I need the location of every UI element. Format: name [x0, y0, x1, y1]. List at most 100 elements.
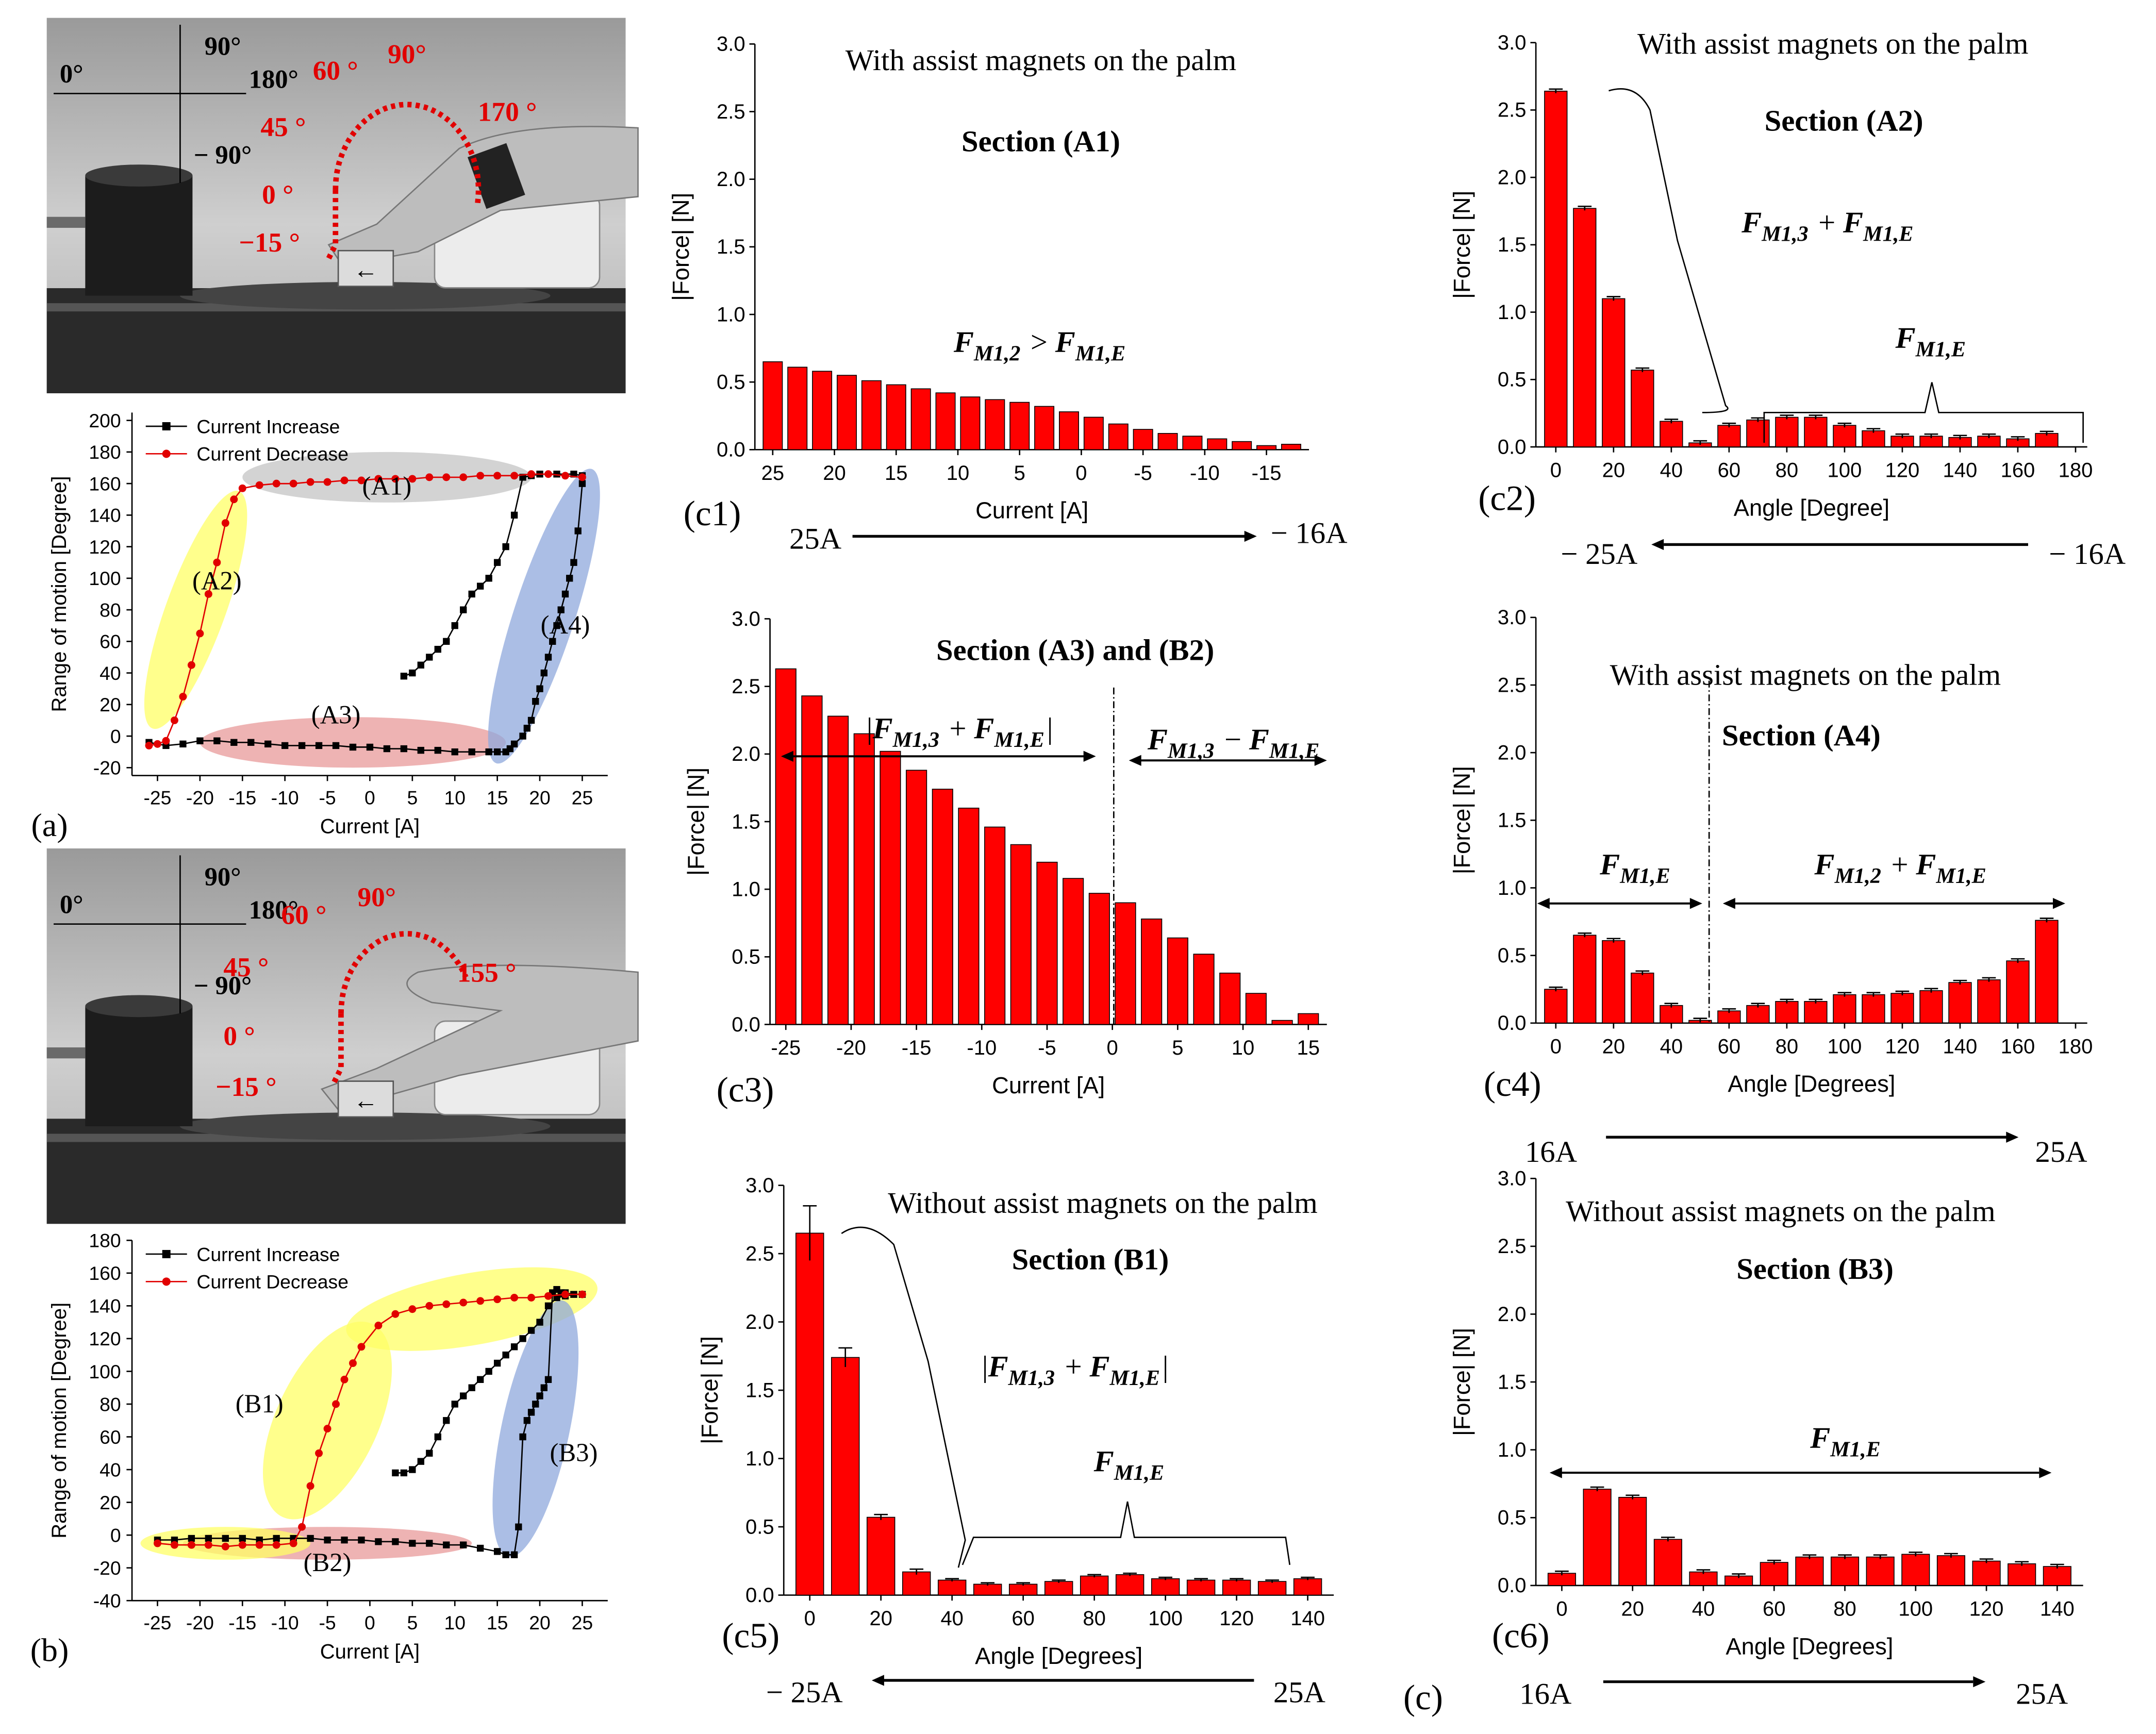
bar — [2008, 1563, 2036, 1586]
data-point — [221, 519, 229, 527]
data-point — [527, 470, 536, 478]
y-tick-label: 3.0 — [745, 1174, 774, 1197]
section-title: Section (A3) and (B2) — [936, 633, 1214, 667]
y-tick-label: 120 — [89, 536, 121, 558]
data-point — [238, 484, 246, 492]
formula-label: FM1,2 > FM1,E — [953, 325, 1128, 365]
formula-op: + — [1884, 848, 1916, 881]
y-tick-label: 0.0 — [1498, 1012, 1527, 1035]
formula-sub: M1,E — [1619, 864, 1670, 888]
y-tick-label: 40 — [99, 1459, 121, 1480]
formula-label: FM1,3 + FM1,E — [1741, 206, 1916, 246]
x-tick-label: 20 — [1602, 459, 1625, 482]
formula-sub: M1,3 — [1761, 222, 1808, 246]
x-tick-label: 0 — [1550, 459, 1562, 482]
data-point — [442, 473, 451, 481]
data-point — [502, 1551, 509, 1558]
x-tick-label: 120 — [1885, 459, 1920, 482]
x-tick-label: 0 — [364, 787, 375, 809]
x-axis-title: Angle [Degrees] — [1728, 1071, 1895, 1097]
data-point — [544, 1376, 552, 1383]
panel-tag: (a) — [31, 807, 68, 843]
bar — [1804, 1001, 1828, 1024]
bar — [831, 1357, 860, 1596]
data-point — [425, 473, 434, 481]
data-point — [544, 654, 552, 661]
data-point — [578, 473, 586, 481]
data-point — [324, 1537, 331, 1544]
legend-label: Current Increase — [196, 1243, 340, 1265]
panel-tag: (b) — [30, 1632, 69, 1669]
x-tick-label: 10 — [444, 787, 466, 809]
data-point — [527, 1327, 535, 1334]
x-tick-label: -25 — [771, 1037, 801, 1059]
formula-var: F — [1089, 1349, 1109, 1383]
bar — [1618, 1496, 1647, 1586]
bar — [1059, 411, 1079, 451]
cylinder-magnet — [85, 175, 193, 296]
bar — [762, 361, 783, 451]
data-point — [205, 1535, 212, 1542]
cylinder-top — [85, 164, 193, 187]
chart-c5: 0.0 0.5 1.0 1.5 2.0 2.5 3.0 0 20 40 60 80 100 120 140 A… — [696, 1174, 1334, 1709]
bar — [1660, 421, 1683, 447]
x-tick-label: 180 — [2059, 459, 2093, 482]
bar — [1034, 406, 1055, 451]
bar — [910, 388, 931, 451]
arrowhead — [1314, 755, 1327, 766]
data-point — [366, 743, 374, 751]
legend-label: Current Increase — [196, 415, 340, 437]
data-point — [281, 742, 289, 749]
data-point — [272, 1541, 280, 1549]
y-axis-title: Range of motion [Degree] — [48, 476, 71, 712]
bar — [1660, 1005, 1683, 1024]
data-point — [162, 737, 170, 745]
y-tick-label: 3.0 — [1498, 606, 1527, 629]
data-point — [315, 1449, 323, 1457]
data-point — [477, 582, 484, 590]
formula-label: |FM1,3 + FM1,E | — [982, 1349, 1169, 1390]
bar — [1044, 1581, 1073, 1596]
y-tick-label: 2.0 — [745, 1311, 774, 1333]
bar — [1717, 425, 1741, 447]
arrowhead — [1651, 539, 1664, 551]
angle-155-label: 155 ° — [457, 957, 517, 988]
formula-sub: M1,E — [1269, 739, 1319, 763]
x-tick-label: 160 — [2001, 1035, 2035, 1058]
y-axis-title: |Force| [N] — [1449, 766, 1475, 874]
arrow-end-label: − 16A — [2049, 537, 2126, 571]
chart-title: With assist magnets on the palm — [845, 43, 1237, 77]
data-point — [341, 1537, 348, 1544]
data-point — [523, 725, 530, 732]
panel-tag: (c3) — [717, 1070, 774, 1110]
data-point — [426, 1540, 433, 1547]
y-tick-label: 80 — [99, 599, 121, 621]
formula-var: F — [1147, 723, 1168, 756]
data-point — [188, 1535, 195, 1542]
bar — [1775, 1001, 1799, 1024]
legend-marker — [162, 1249, 171, 1258]
angle-60-label: 60 ° — [313, 55, 358, 86]
bar — [932, 789, 953, 1025]
y-tick-label: 0.5 — [745, 1515, 774, 1538]
angle-0-label: 0 ° — [262, 179, 293, 210]
formula-op: + — [1811, 206, 1843, 239]
data-point — [273, 1535, 280, 1542]
formula-gap — [1881, 1421, 1883, 1455]
data-point — [460, 1392, 467, 1399]
panel-tag: (c6) — [1492, 1616, 1550, 1656]
data-point — [578, 480, 586, 487]
x-tick-label: 0 — [364, 1612, 375, 1633]
data-point — [468, 748, 475, 756]
arrow-icon: ← — [353, 257, 378, 284]
x-tick-label: 0 — [1075, 462, 1087, 485]
angle-minus-15-label: −15 ° — [239, 227, 300, 258]
data-point — [485, 575, 492, 582]
region-ellipse — [242, 452, 532, 503]
formula-var: F — [1810, 1421, 1830, 1455]
data-point — [349, 743, 357, 751]
angle-45-label: 45 ° — [223, 952, 269, 982]
section-title: Section (A2) — [1765, 104, 1923, 137]
bar — [935, 392, 956, 451]
